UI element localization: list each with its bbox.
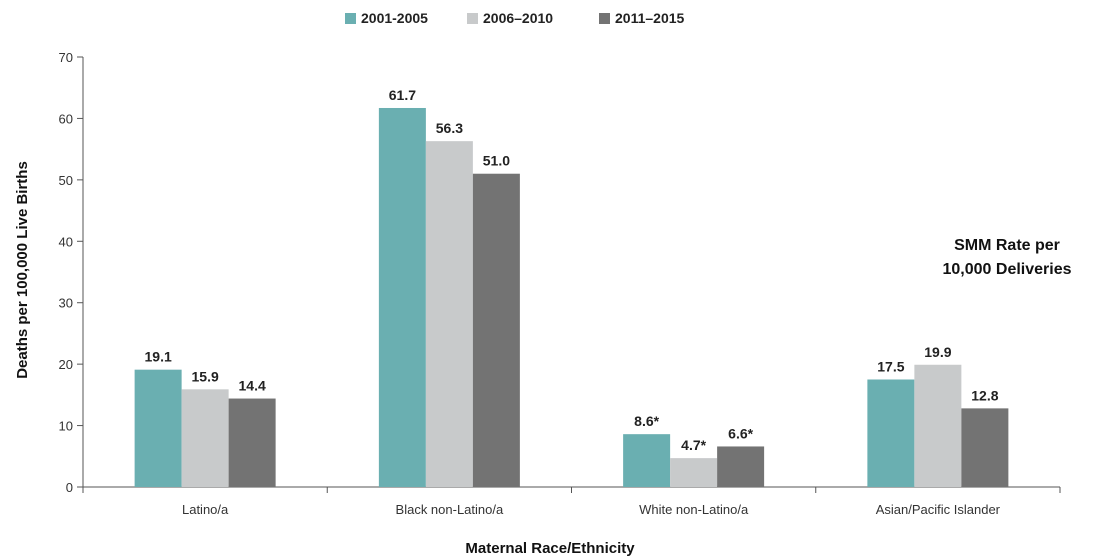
- bar: [472, 173, 520, 487]
- data-label: 61.7: [389, 87, 416, 103]
- y-tick-label: 20: [59, 357, 73, 372]
- y-tick-label: 10: [59, 419, 73, 434]
- x-tick-label: Black non-Latino/a: [396, 502, 504, 517]
- bar: [867, 379, 915, 487]
- y-tick-label: 40: [59, 234, 73, 249]
- bar: [623, 434, 671, 487]
- data-label: 12.8: [971, 387, 998, 403]
- legend-label: 2011–2015: [615, 10, 685, 26]
- data-label: 15.9: [192, 368, 219, 384]
- x-axis: Latino/a Black non-Latino/a White non-Lati…: [82, 486, 1061, 517]
- data-label: 14.4: [239, 378, 266, 394]
- x-tick-label: Asian/Pacific Islander: [876, 502, 1001, 517]
- y-axis: 0 10 20 30 40 50 60 70: [59, 50, 84, 495]
- legend: 2001-2005 2006–2010 2011–2015: [345, 10, 685, 26]
- bar: [961, 408, 1009, 487]
- data-label: 4.7*: [681, 437, 706, 453]
- legend-label: 2006–2010: [483, 10, 553, 26]
- annotation-line-2: 10,000 Deliveries: [943, 261, 1072, 278]
- x-tick-label: Latino/a: [182, 502, 229, 517]
- data-label: 56.3: [436, 120, 463, 136]
- legend-swatch: [345, 13, 356, 24]
- y-tick-label: 0: [66, 480, 73, 495]
- bar: [134, 369, 182, 487]
- bar: [717, 446, 765, 487]
- y-tick-label: 30: [59, 296, 73, 311]
- legend-swatch: [599, 13, 610, 24]
- annotation-line-1: SMM Rate per: [954, 237, 1060, 254]
- data-label: 17.5: [877, 359, 904, 375]
- bar: [914, 364, 962, 487]
- y-tick-label: 50: [59, 173, 73, 188]
- legend-swatch: [467, 13, 478, 24]
- bars: 19.1 15.9 14.4 61.7 56.3 51.0 8.6* 4.7* 6.6* 17.5…: [134, 87, 1009, 487]
- y-tick-label: 70: [59, 50, 73, 65]
- bar: [228, 398, 276, 487]
- data-label: 51.0: [483, 153, 510, 169]
- bar: [425, 141, 473, 487]
- bar: [181, 389, 229, 487]
- data-label: 19.9: [924, 344, 951, 360]
- legend-label: 2001-2005: [361, 10, 428, 26]
- data-label: 6.6*: [728, 425, 753, 441]
- y-axis-title: Deaths per 100,000 Live Births: [14, 161, 31, 379]
- data-label: 8.6*: [634, 413, 659, 429]
- y-tick-label: 60: [59, 111, 73, 126]
- bar: [670, 458, 718, 487]
- x-tick-label: White non-Latino/a: [639, 502, 749, 517]
- bar: [378, 107, 426, 487]
- data-label: 19.1: [145, 349, 172, 365]
- x-axis-title: Maternal Race/Ethnicity: [465, 540, 635, 557]
